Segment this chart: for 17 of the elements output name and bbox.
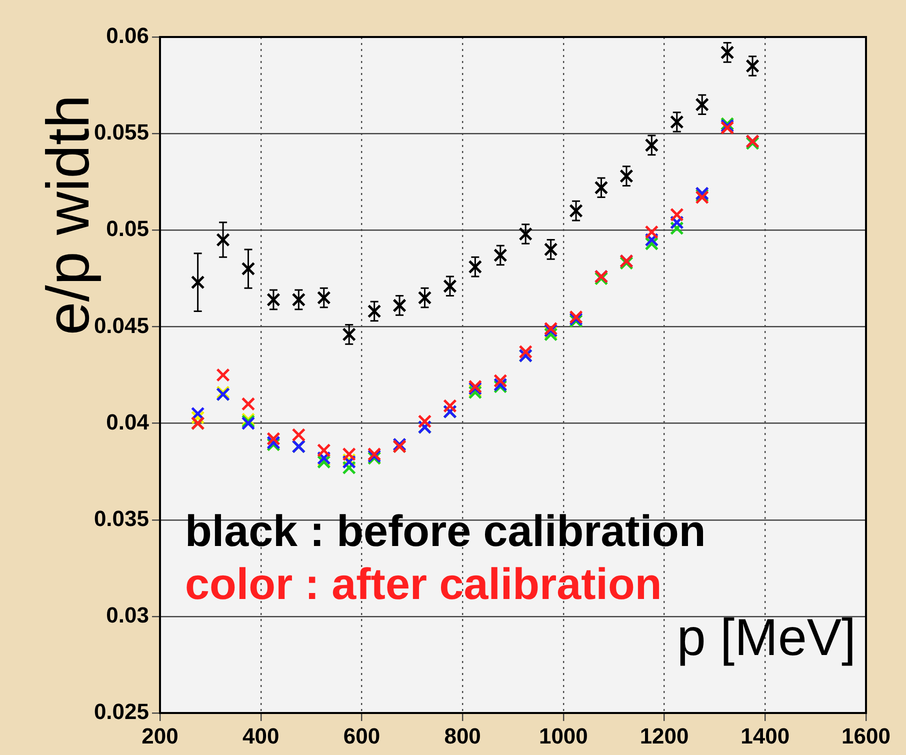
x-tick-label: 200 [142,723,178,748]
x-tick-label: 1400 [740,723,790,748]
x-tick-label: 1200 [640,723,689,748]
annotation: black : before calibration [185,507,706,556]
x-tick-label: 400 [242,723,280,748]
y-tick-label: 0.06 [106,23,149,48]
x-tick-label: 1000 [538,723,588,748]
x-tick-label: 600 [343,723,380,748]
annotation: color : after calibration [185,560,662,609]
x-axis-title: p [MeV] [676,609,856,667]
y-tick-label: 0.03 [106,602,149,628]
y-tick-label: 0.04 [106,409,150,434]
y-tick-label: 0.025 [94,699,149,724]
x-tick-label: 1600 [842,723,890,748]
y-tick-label: 0.035 [94,506,149,531]
y-tick-label: 0.05 [106,216,149,242]
x-tick-label: 800 [444,723,481,748]
